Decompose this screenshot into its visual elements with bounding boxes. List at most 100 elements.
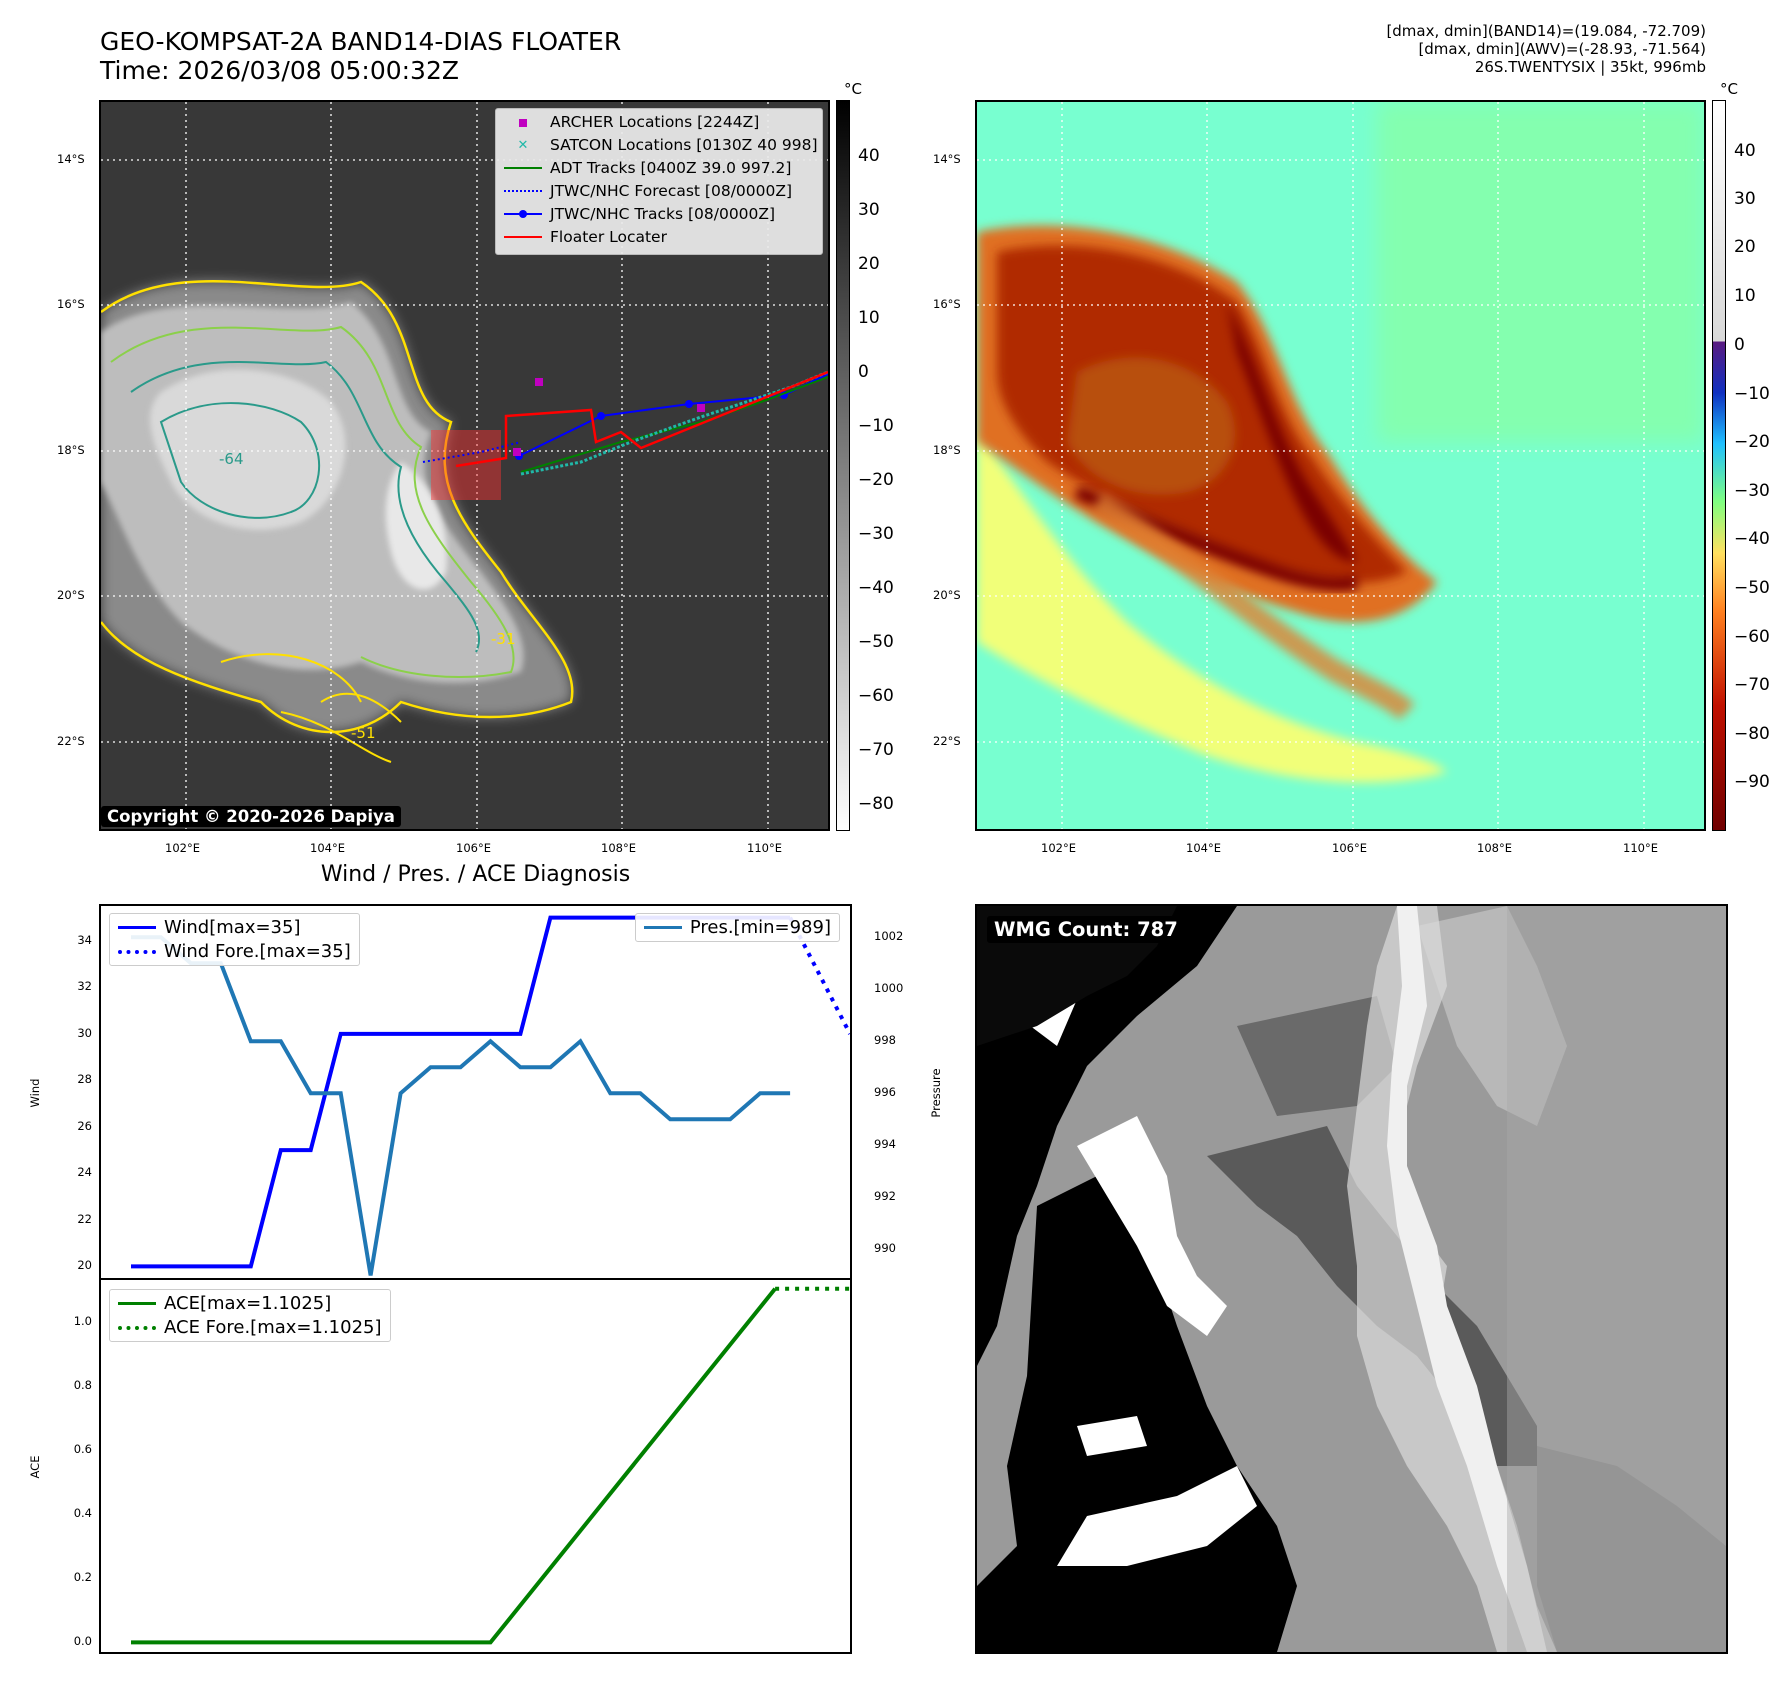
colorbar-tick: −30 xyxy=(858,524,894,544)
title-line-2: Time: 2026/03/08 05:00:32Z xyxy=(100,56,459,85)
solid-line-icon xyxy=(504,167,542,169)
wind-tick: 30 xyxy=(77,1025,92,1040)
wmg-count-label: WMG Count: 787 xyxy=(987,916,1185,943)
lat-tick: 16°S xyxy=(57,297,85,311)
wind-tick: 34 xyxy=(77,932,92,947)
wind-tick: 24 xyxy=(77,1165,92,1180)
lon-tick: 110°E xyxy=(1623,841,1658,855)
square-marker-icon xyxy=(504,113,542,131)
pressure-legend: Pres.[min=989] xyxy=(634,913,840,942)
x-marker-icon: ✕ xyxy=(517,137,529,153)
solid-line-icon xyxy=(118,1302,156,1305)
colorbar-tick: −80 xyxy=(858,794,894,814)
colorbar-tick: −60 xyxy=(1734,627,1770,647)
wmg-imagery xyxy=(977,906,1726,1652)
jtwc-forecast-track xyxy=(422,441,522,463)
info-line-1: [dmax, dmin](BAND14)=(19.084, -72.709) xyxy=(1386,22,1706,40)
figure-title: GEO-KOMPSAT-2A BAND14-DIAS FLOATER Time:… xyxy=(100,27,621,85)
ace-tick: 0.0 xyxy=(73,1634,92,1649)
colorbar-tick: 10 xyxy=(858,308,880,328)
colorbar-tick: 20 xyxy=(1734,237,1756,257)
dotted-line-icon xyxy=(118,949,156,954)
legend-item-ace-forecast: ACE Fore.[max=1.1025] xyxy=(118,1317,382,1338)
archer-points xyxy=(513,378,705,456)
copyright-label: Copyright © 2020-2026 Dapiya xyxy=(101,806,401,827)
legend-item-wind: Wind[max=35] xyxy=(118,917,351,938)
pressure-axis-label: Pressure xyxy=(929,1068,943,1118)
wind-pressure-chart: Wind[max=35] Wind Fore.[max=35] Pres.[mi… xyxy=(99,904,852,1280)
lon-tick: 102°E xyxy=(165,841,200,855)
dotted-line-icon xyxy=(504,190,542,192)
series-line-ace xyxy=(131,1287,777,1645)
series-line-pres xyxy=(131,935,791,1276)
ace-tick: 0.6 xyxy=(73,1441,92,1456)
colorbar-tick: −70 xyxy=(1734,675,1770,695)
lat-tick: 14°S xyxy=(57,152,85,166)
legend-item-ace: ACE[max=1.1025] xyxy=(118,1293,382,1314)
colorbar-tick: 40 xyxy=(858,146,880,166)
legend-item-adt: ADT Tracks [0400Z 39.0 997.2] xyxy=(504,159,791,177)
lat-tick: 18°S xyxy=(57,443,85,457)
legend-item-jtwc-forecast: JTWC/NHC Forecast [08/0000Z] xyxy=(504,182,792,200)
ace-tick: 0.4 xyxy=(73,1506,92,1521)
contour-label-3: -51 xyxy=(351,724,376,742)
colorbar-tick: 40 xyxy=(1734,141,1756,161)
wind-tick: 22 xyxy=(77,1211,92,1226)
lat-tick: 22°S xyxy=(933,734,961,748)
lat-tick: 16°S xyxy=(933,297,961,311)
band14-map-panel: -64 -31 -51 ARCHER Locations [2244Z] ✕ S… xyxy=(99,100,830,831)
lon-tick: 102°E xyxy=(1041,841,1076,855)
awv-imagery xyxy=(977,102,1704,829)
ace-tick: 1.0 xyxy=(73,1313,92,1328)
lon-tick: 108°E xyxy=(1477,841,1512,855)
legend-item-archer: ARCHER Locations [2244Z] xyxy=(504,113,759,131)
awv-colorbar xyxy=(1712,100,1726,831)
colorbar-tick: −40 xyxy=(858,578,894,598)
lon-tick: 104°E xyxy=(310,841,345,855)
lat-tick: 14°S xyxy=(933,152,961,166)
awv-gridlines xyxy=(977,102,1704,829)
colorbar-tick: −40 xyxy=(1734,529,1770,549)
colorbar-tick: 10 xyxy=(1734,286,1756,306)
colorbar-tick: −30 xyxy=(1734,481,1770,501)
info-line-3: 26S.TWENTYSIX | 35kt, 996mb xyxy=(1474,58,1706,76)
legend-item-floater: Floater Locater xyxy=(504,228,667,246)
series-line-wind xyxy=(131,915,791,1269)
band14-colorbar xyxy=(836,100,850,831)
wind-tick: 26 xyxy=(77,1118,92,1133)
ace-chart: ACE[max=1.1025] ACE Fore.[max=1.1025] xyxy=(99,1278,852,1654)
adt-track xyxy=(520,376,828,473)
lon-tick: 106°E xyxy=(1332,841,1367,855)
colorbar-tick: 0 xyxy=(858,362,869,382)
legend-item-satcon: ✕ SATCON Locations [0130Z 40 998] xyxy=(504,136,818,154)
colorbar-tick: −50 xyxy=(858,632,894,652)
stats-info: [dmax, dmin](BAND14)=(19.084, -72.709) [… xyxy=(1386,22,1706,76)
pressure-tick: 996 xyxy=(874,1085,896,1100)
legend-item-pressure: Pres.[min=989] xyxy=(643,917,831,938)
pressure-tick: 994 xyxy=(874,1137,896,1152)
legend-item-wind-forecast: Wind Fore.[max=35] xyxy=(118,941,351,962)
pressure-tick: 1000 xyxy=(874,981,904,996)
lon-tick: 104°E xyxy=(1186,841,1221,855)
solid-line-icon xyxy=(118,926,156,929)
diagnosis-title: Wind / Pres. / ACE Diagnosis xyxy=(320,862,631,887)
wind-axis-label: Wind xyxy=(28,1078,42,1108)
pressure-tick: 992 xyxy=(874,1189,896,1204)
wind-tick: 28 xyxy=(77,1072,92,1087)
map-legend: ARCHER Locations [2244Z] ✕ SATCON Locati… xyxy=(495,108,823,255)
line-dot-icon xyxy=(504,210,542,218)
floater-locater-track xyxy=(455,370,828,468)
lat-tick: 20°S xyxy=(933,588,961,602)
lat-tick: 22°S xyxy=(57,734,85,748)
wmg-panel: WMG Count: 787 xyxy=(975,904,1728,1654)
lon-tick: 108°E xyxy=(601,841,636,855)
colorbar-tick: −20 xyxy=(1734,432,1770,452)
colorbar-tick: 30 xyxy=(1734,189,1756,209)
legend-item-jtwc-tracks: JTWC/NHC Tracks [08/0000Z] xyxy=(504,205,775,223)
lat-tick: 20°S xyxy=(57,588,85,602)
wind-tick: 20 xyxy=(77,1258,92,1273)
colorbar-tick: 30 xyxy=(858,200,880,220)
ace-legend: ACE[max=1.1025] ACE Fore.[max=1.1025] xyxy=(109,1289,391,1342)
dotted-line-icon xyxy=(118,1325,156,1330)
contour-label-2: -31 xyxy=(491,630,516,648)
